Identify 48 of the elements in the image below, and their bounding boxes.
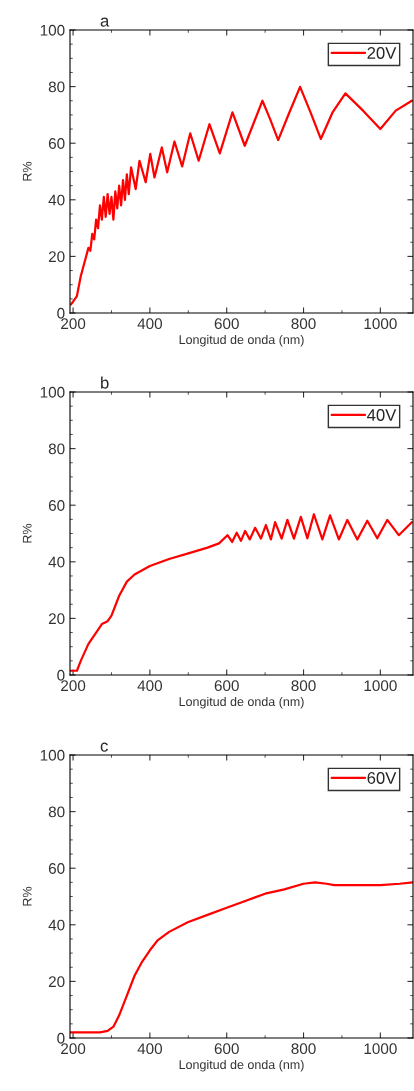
- y-tick-label: 40: [48, 556, 65, 568]
- y-tick-label: 40: [48, 919, 65, 931]
- y-tick-label: 100: [40, 749, 65, 761]
- line-series: [70, 881, 413, 1034]
- legend-label: 20V: [367, 47, 397, 59]
- x-tick-label: 400: [137, 1043, 163, 1055]
- y-tick-label: 20: [48, 613, 65, 625]
- y-tick-label: 80: [48, 81, 65, 93]
- line-series: [70, 85, 413, 306]
- x-tick-label: 800: [291, 680, 316, 692]
- x-tick-label: 200: [61, 318, 86, 330]
- x-tick-label: 400: [137, 680, 163, 692]
- x-axis-title: Longitud de onda (nm): [179, 334, 304, 347]
- y-axis-title: R%: [22, 523, 32, 543]
- y-tick-label: 0: [57, 1032, 65, 1044]
- y-tick-label: 0: [57, 307, 65, 319]
- y-tick-label: 20: [48, 251, 65, 263]
- y-tick-label: 80: [48, 806, 65, 818]
- x-axis-title: Longitud de onda (nm): [179, 696, 304, 709]
- x-tick-label: 400: [137, 318, 163, 330]
- y-tick-label: 100: [40, 24, 65, 36]
- x-tick-label: 800: [291, 1043, 316, 1055]
- chart-title: c: [100, 742, 108, 752]
- y-tick-label: 0: [57, 669, 65, 681]
- y-tick-label: 80: [48, 443, 65, 455]
- y-tick-label: 40: [48, 194, 65, 206]
- legend-label: 40V: [367, 409, 397, 421]
- x-tick-label: 200: [61, 1043, 86, 1055]
- y-tick-label: 60: [48, 863, 65, 874]
- y-axis-title: R%: [22, 161, 32, 181]
- chart-title: b: [101, 376, 109, 389]
- x-tick-label: 800: [291, 318, 316, 330]
- legend-label: 60V: [367, 772, 397, 784]
- y-axis-title: R%: [22, 886, 32, 906]
- chart-title: a: [100, 17, 110, 27]
- y-tick-label: 20: [48, 976, 65, 988]
- y-tick-label: 60: [48, 500, 65, 511]
- x-tick-label: 1000: [364, 1043, 397, 1055]
- x-tick-label: 600: [214, 318, 239, 330]
- x-tick-label: 200: [61, 680, 86, 692]
- x-tick-label: 600: [214, 1043, 239, 1055]
- y-tick-label: 60: [48, 138, 65, 149]
- x-tick-label: 600: [214, 680, 239, 692]
- x-axis-title: Longitud de onda (nm): [179, 1059, 304, 1072]
- x-tick-label: 1000: [364, 318, 397, 330]
- x-tick-label: 1000: [364, 680, 397, 692]
- line-series: [70, 513, 413, 672]
- y-tick-label: 100: [40, 386, 65, 398]
